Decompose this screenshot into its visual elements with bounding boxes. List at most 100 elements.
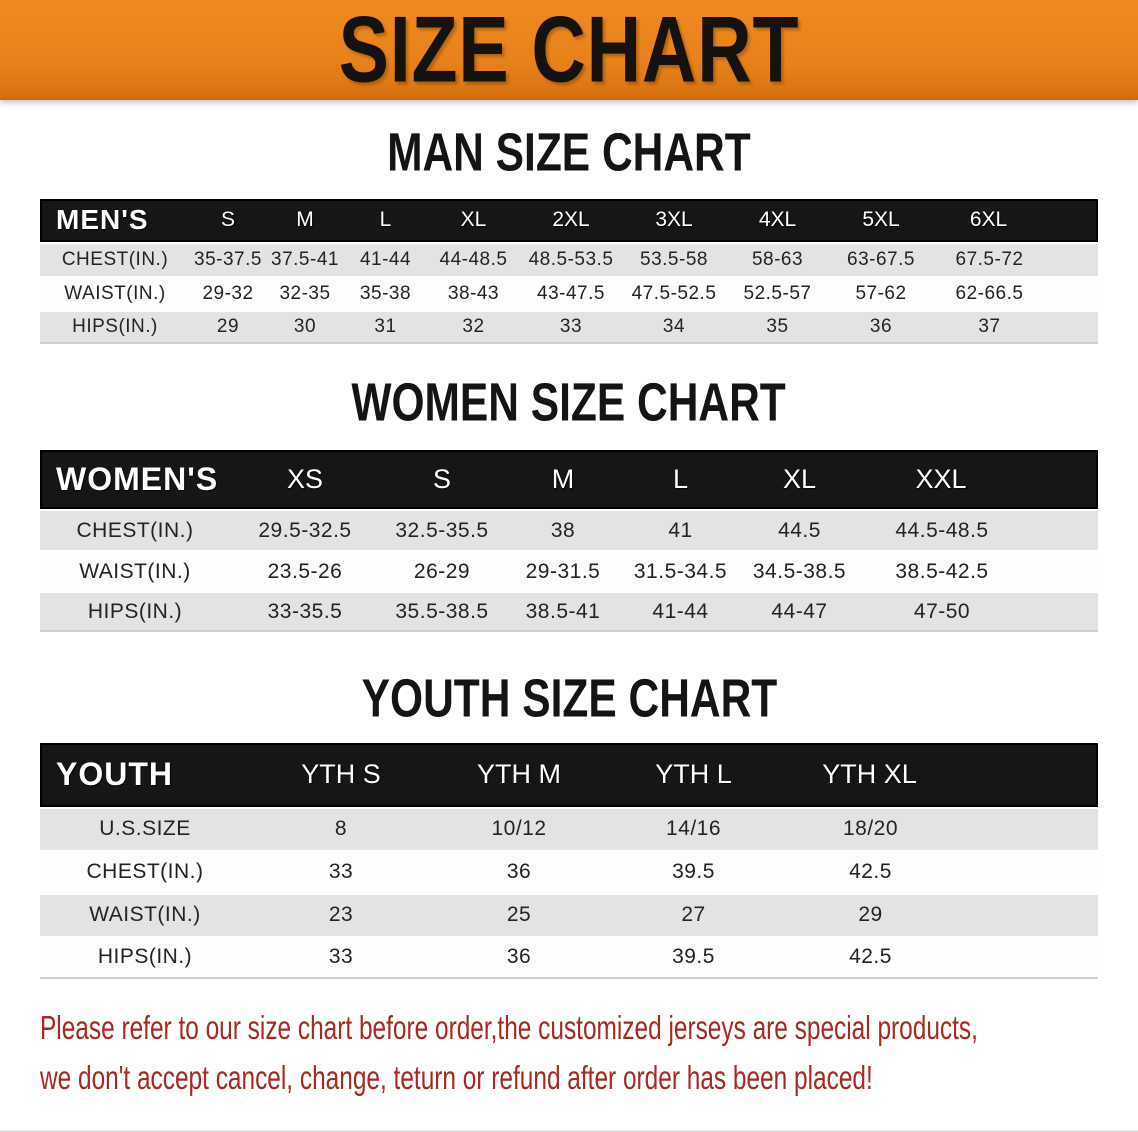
size-cell: 8 <box>250 806 432 850</box>
youth-table-header-row: YOUTH YTH S YTH M YTH L YTH XL <box>40 742 1098 807</box>
size-cell: 41-44 <box>344 241 427 276</box>
size-cell: 42.5 <box>781 849 1098 893</box>
size-cell: 52.5-57 <box>726 275 829 310</box>
size-cell: 38-43 <box>427 275 520 310</box>
size-cell: 53.5-58 <box>622 241 726 276</box>
size-cell: 35-37.5 <box>190 241 266 276</box>
column-header: L <box>622 450 739 509</box>
row-label: HIPS(IN.) <box>40 591 230 632</box>
size-cell: 35-38 <box>344 275 427 310</box>
column-header: YTH L <box>606 742 781 807</box>
youth-section-heading: YOUTH SIZE CHART <box>0 670 1138 726</box>
table-row: CHEST(IN.) 33 36 39.5 42.5 <box>40 849 1098 893</box>
size-cell: 38.5-41 <box>504 591 622 632</box>
size-cell: 29-31.5 <box>504 550 622 591</box>
table-row: HIPS(IN.) 33-35.5 35.5-38.5 38.5-41 41-4… <box>40 591 1098 632</box>
size-cell: 58-63 <box>726 241 829 276</box>
row-label: WAIST(IN.) <box>40 892 250 936</box>
mens-table-header-row: MEN'S S M L XL 2XL 3XL 4XL 5XL 6XL <box>40 198 1098 242</box>
column-header: YTH M <box>432 742 606 807</box>
column-header: M <box>504 450 622 509</box>
row-label: HIPS(IN.) <box>40 935 250 979</box>
size-cell: 44-47 <box>739 591 860 632</box>
size-cell: 36 <box>829 309 933 344</box>
size-cell: 43-47.5 <box>520 275 622 310</box>
table-row: WAIST(IN.) 23 25 27 29 <box>40 892 1098 936</box>
size-cell: 44.5 <box>739 509 860 550</box>
size-cell: 57-62 <box>829 275 933 310</box>
footnote-line-2: we don't accept cancel, change, teturn o… <box>40 1058 873 1096</box>
table-row: U.S.SIZE 8 10/12 14/16 18/20 <box>40 806 1098 850</box>
size-cell: 62-66.5 <box>933 275 1098 310</box>
table-row: CHEST(IN.) 35-37.5 37.5-41 41-44 44-48.5… <box>40 241 1098 276</box>
table-row: WAIST(IN.) 23.5-26 26-29 29-31.5 31.5-34… <box>40 550 1098 591</box>
column-header: 5XL <box>829 198 933 242</box>
size-cell: 29 <box>781 892 1098 936</box>
size-cell: 42.5 <box>781 935 1098 979</box>
size-cell: 38 <box>504 509 622 550</box>
size-cell: 39.5 <box>606 849 781 893</box>
column-header: L <box>344 198 427 242</box>
column-header: YTH S <box>250 742 432 807</box>
column-header: 6XL <box>933 198 1098 242</box>
row-label: HIPS(IN.) <box>40 309 190 344</box>
size-cell: 41 <box>622 509 739 550</box>
size-cell: 30 <box>266 309 344 344</box>
footnote-line-1: Please refer to our size chart before or… <box>40 1008 978 1046</box>
size-cell: 31.5-34.5 <box>622 550 739 591</box>
column-header: XL <box>427 198 520 242</box>
size-cell: 29-32 <box>190 275 266 310</box>
size-cell: 18/20 <box>781 806 1098 850</box>
row-label: WAIST(IN.) <box>40 275 190 310</box>
size-cell: 29.5-32.5 <box>230 509 380 550</box>
column-header: XL <box>739 450 860 509</box>
womens-section-heading-text: WOMEN SIZE CHART <box>351 371 787 432</box>
column-header: M <box>266 198 344 242</box>
column-header: XXL <box>860 450 1098 509</box>
womens-section-heading: WOMEN SIZE CHART <box>0 371 1138 432</box>
size-cell: 33 <box>250 935 432 979</box>
womens-size-table: WOMEN'S XS S M L XL XXL CHEST(IN.) 29.5-… <box>40 450 1098 632</box>
size-cell: 26-29 <box>380 550 504 591</box>
size-cell: 47.5-52.5 <box>622 275 726 310</box>
size-cell: 33-35.5 <box>230 591 380 632</box>
size-cell: 35.5-38.5 <box>380 591 504 632</box>
size-cell: 27 <box>606 892 781 936</box>
footnote: Please refer to our size chart before or… <box>40 1003 1138 1103</box>
row-label: U.S.SIZE <box>40 806 250 850</box>
mens-section-heading-text: MAN SIZE CHART <box>387 121 751 183</box>
size-cell: 34 <box>622 309 726 344</box>
size-cell: 35 <box>726 309 829 344</box>
size-cell: 41-44 <box>622 591 739 632</box>
youth-corner-label: YOUTH <box>40 742 250 807</box>
size-cell: 44.5-48.5 <box>860 509 1098 550</box>
size-cell: 48.5-53.5 <box>520 241 622 276</box>
size-cell: 34.5-38.5 <box>739 550 860 591</box>
size-cell: 36 <box>432 935 606 979</box>
column-header: YTH XL <box>781 742 1098 807</box>
table-row: HIPS(IN.) 33 36 39.5 42.5 <box>40 935 1098 979</box>
size-cell: 47-50 <box>860 591 1098 632</box>
youth-size-table: YOUTH YTH S YTH M YTH L YTH XL U.S.SIZE … <box>40 742 1098 979</box>
size-cell: 67.5-72 <box>933 241 1098 276</box>
size-cell: 36 <box>432 849 606 893</box>
size-cell: 33 <box>250 849 432 893</box>
column-header: S <box>190 198 266 242</box>
size-cell: 32.5-35.5 <box>380 509 504 550</box>
row-label: CHEST(IN.) <box>40 509 230 550</box>
column-header: XS <box>230 450 380 509</box>
row-label: CHEST(IN.) <box>40 241 190 276</box>
column-header: 3XL <box>622 198 726 242</box>
womens-table-header-row: WOMEN'S XS S M L XL XXL <box>40 450 1098 509</box>
size-cell: 25 <box>432 892 606 936</box>
column-header: 4XL <box>726 198 829 242</box>
size-chart-banner: SIZE CHART <box>0 0 1138 100</box>
womens-corner-label: WOMEN'S <box>40 450 230 509</box>
table-row: WAIST(IN.) 29-32 32-35 35-38 38-43 43-47… <box>40 275 1098 310</box>
size-cell: 32 <box>427 309 520 344</box>
row-label: CHEST(IN.) <box>40 849 250 893</box>
size-cell: 39.5 <box>606 935 781 979</box>
table-row: CHEST(IN.) 29.5-32.5 32.5-35.5 38 41 44.… <box>40 509 1098 550</box>
banner-title: SIZE CHART <box>338 0 800 103</box>
size-cell: 63-67.5 <box>829 241 933 276</box>
